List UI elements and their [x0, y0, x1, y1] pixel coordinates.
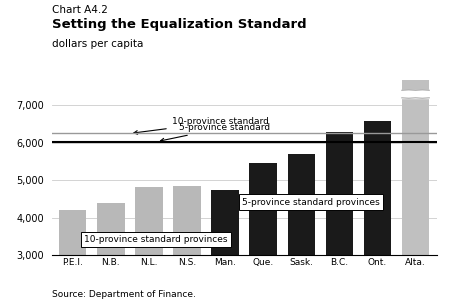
Text: Chart A4.2: Chart A4.2: [52, 5, 108, 15]
Text: dollars per capita: dollars per capita: [52, 39, 143, 49]
Bar: [402, 98, 429, 255]
Text: 10-province standard provinces: 10-province standard provinces: [84, 235, 228, 244]
Bar: [135, 187, 162, 304]
Bar: [249, 164, 277, 304]
Bar: [288, 154, 315, 304]
Bar: [364, 121, 391, 304]
Text: Source: Department of Finance.: Source: Department of Finance.: [52, 290, 196, 299]
Bar: [402, 80, 429, 90]
Bar: [212, 190, 239, 304]
Text: Setting the Equalization Standard: Setting the Equalization Standard: [52, 18, 306, 31]
Text: 5-province standard provinces: 5-province standard provinces: [242, 198, 380, 207]
Text: 5-province standard: 5-province standard: [161, 123, 270, 142]
Bar: [59, 210, 86, 304]
Text: 10-province standard: 10-province standard: [134, 117, 269, 134]
Bar: [173, 186, 201, 304]
Bar: [97, 203, 125, 304]
Bar: [326, 132, 353, 304]
